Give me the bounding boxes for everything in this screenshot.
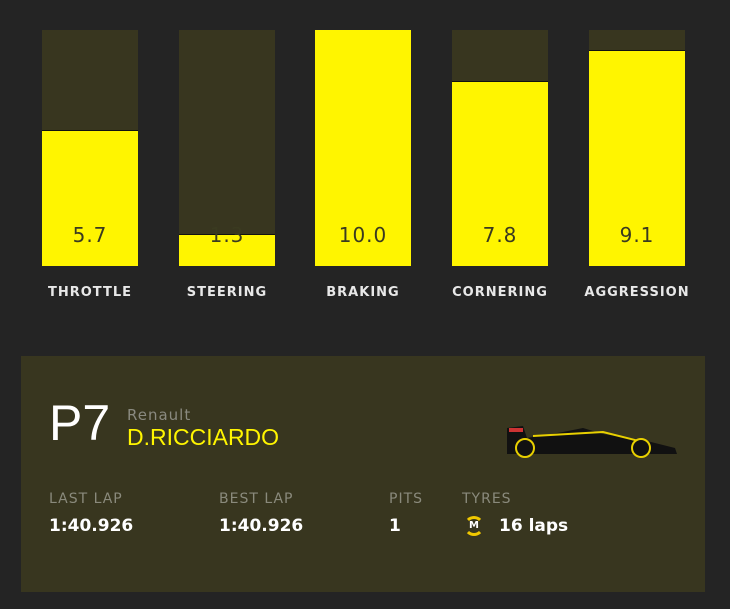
tyre-laps: 16 laps — [499, 516, 569, 536]
metric-fill — [42, 130, 138, 266]
metric-fill — [452, 80, 548, 266]
tyres-label: TYRES — [462, 491, 512, 507]
metric-bar-braking: 10.0 — [315, 30, 411, 266]
pits-label: PITS — [389, 491, 424, 507]
driver-position: P7 — [49, 395, 111, 451]
car-image — [507, 426, 677, 458]
metric-label: THROTTLE — [47, 285, 132, 300]
driver-card: P7 Renault D.RICCIARDO LAST LAP 1:40.926… — [21, 356, 705, 592]
best-lap-label: BEST LAP — [219, 491, 294, 507]
metric-fill — [179, 234, 275, 266]
metric-value: 5.7 — [72, 223, 108, 247]
last-lap-value: 1:40.926 — [49, 516, 134, 536]
metric-value: 7.8 — [482, 223, 518, 247]
metric-fill — [589, 50, 685, 266]
metric-bar-aggression: 9.1 — [589, 30, 685, 266]
metric-label: CORNERING — [452, 285, 548, 300]
metric-label: STEERING — [186, 285, 268, 300]
team-name: Renault — [127, 406, 192, 424]
metric-bar-throttle: 5.7 — [42, 30, 138, 266]
metric-value: 9.1 — [619, 223, 655, 247]
metric-value: 10.0 — [338, 223, 388, 247]
pits-value: 1 — [389, 516, 401, 536]
metric-fill — [315, 30, 411, 266]
metric-bar-cornering: 7.8 — [452, 30, 548, 266]
metric-value: 1.3 — [209, 223, 245, 247]
best-lap-value: 1:40.926 — [219, 516, 304, 536]
metric-label: AGGRESSION — [584, 285, 690, 300]
metric-bar-steering: 1.3 — [179, 30, 275, 266]
metric-label: BRAKING — [326, 285, 400, 300]
tyre-medium-icon: M — [464, 516, 484, 536]
last-lap-label: LAST LAP — [49, 491, 123, 507]
driver-name: D.RICCIARDO — [127, 424, 280, 450]
